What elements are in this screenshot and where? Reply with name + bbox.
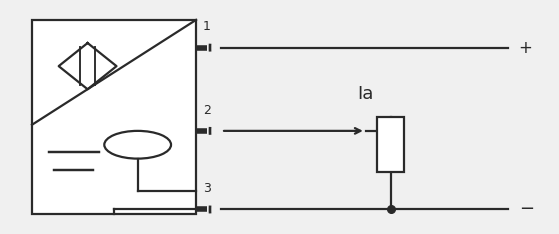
Text: 3: 3 bbox=[203, 182, 211, 195]
Text: 1: 1 bbox=[203, 20, 211, 33]
Text: +: + bbox=[519, 39, 533, 57]
Bar bbox=[32, 20, 196, 214]
Text: Ia: Ia bbox=[358, 85, 374, 103]
Bar bbox=[377, 117, 404, 172]
Text: −: − bbox=[519, 201, 534, 219]
Text: 2: 2 bbox=[203, 104, 211, 117]
